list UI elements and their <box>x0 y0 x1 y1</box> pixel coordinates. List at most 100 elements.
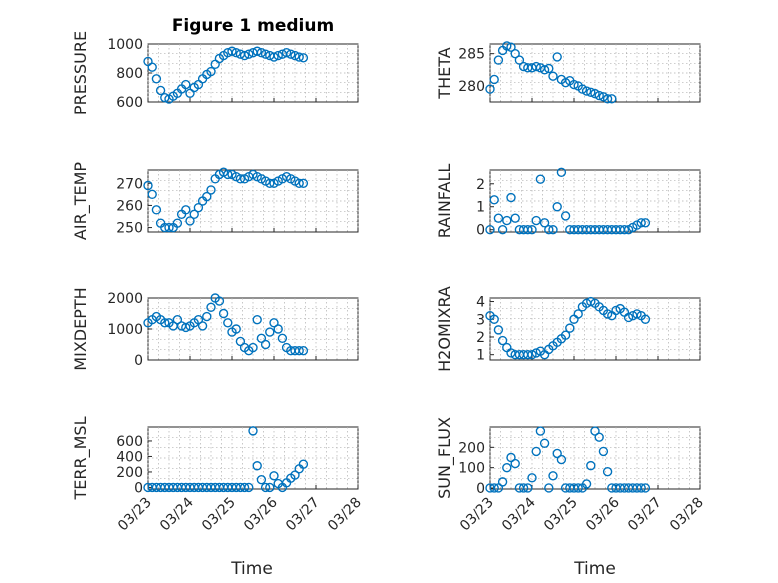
data-point <box>185 216 195 226</box>
data-point <box>531 215 541 226</box>
data-point <box>493 213 504 223</box>
data-point <box>602 309 613 319</box>
y-tick-label: 3 <box>476 312 485 328</box>
data-point <box>294 346 304 356</box>
data-point <box>531 61 541 72</box>
data-point <box>523 225 533 235</box>
data-point <box>640 218 651 228</box>
data-point <box>565 323 575 333</box>
data-point <box>539 65 550 75</box>
data-point <box>197 321 208 331</box>
data-point <box>147 189 157 200</box>
data-point <box>147 62 157 72</box>
data-point <box>506 42 516 52</box>
data-point <box>260 339 271 350</box>
data-point <box>573 483 583 493</box>
data-point <box>252 461 262 471</box>
data-point <box>223 318 233 328</box>
x-axis-label-left: Time <box>230 559 273 579</box>
panel-mixdepth: 0 1000 2000 MIXDEPTH <box>71 287 359 371</box>
data-point <box>227 46 237 56</box>
x-tick-label: 03/25 <box>199 495 239 535</box>
data-point <box>151 74 162 84</box>
data-point <box>252 315 262 325</box>
data-point <box>586 460 596 471</box>
data-point <box>294 178 304 188</box>
y-tick-label: 1000 <box>107 37 143 53</box>
data-point <box>160 318 170 328</box>
data-point <box>193 315 204 325</box>
data-point <box>269 52 279 62</box>
data-point <box>539 438 550 448</box>
data-point <box>560 330 571 340</box>
y-tick-label: 600 <box>116 95 143 111</box>
x-tick-label: 03/26 <box>583 494 623 534</box>
data-point <box>235 336 246 347</box>
y-tick-label: 1 <box>476 348 485 364</box>
data-point <box>172 315 183 325</box>
data-point <box>273 50 283 61</box>
data-point <box>252 46 262 56</box>
y-tick-label: 0 <box>134 480 143 496</box>
data-point <box>586 87 596 98</box>
data-point <box>531 348 541 358</box>
data-point <box>298 178 309 188</box>
data-point <box>239 482 250 493</box>
data-point <box>231 324 241 334</box>
data-point <box>181 79 191 90</box>
x-tick-label: 03/27 <box>625 495 665 535</box>
data-point <box>510 458 520 469</box>
data-point <box>214 296 225 306</box>
y-tick-label: 600 <box>116 434 143 450</box>
data-point <box>493 325 504 335</box>
data-point <box>181 322 191 333</box>
data-point <box>632 309 642 319</box>
data-point <box>223 169 233 180</box>
data-point <box>489 314 499 324</box>
data-point <box>544 225 554 235</box>
data-point <box>164 222 174 233</box>
data-point <box>569 79 579 90</box>
y-axis-label: SUN_FLUX <box>435 417 455 499</box>
data-point <box>298 53 309 63</box>
data-point <box>598 446 609 457</box>
data-point <box>560 211 571 221</box>
data-point <box>594 90 604 101</box>
data-point <box>202 191 212 202</box>
figure-title: Figure 1 medium <box>172 16 334 36</box>
data-point <box>531 446 541 457</box>
x-tick-label: 03/27 <box>283 495 323 535</box>
data-point <box>602 467 613 477</box>
x-axis-label-right: Time <box>573 559 616 579</box>
y-tick-label: 270 <box>116 176 143 192</box>
data-point <box>265 482 275 493</box>
data-point <box>502 462 512 473</box>
data-point <box>218 308 229 319</box>
data-point <box>265 327 275 337</box>
y-axis-label: TERR_MSL <box>71 416 91 500</box>
data-point <box>619 225 630 235</box>
data-point <box>535 174 546 184</box>
data-point <box>556 167 567 177</box>
data-point <box>189 209 199 219</box>
data-point <box>527 349 537 360</box>
panel-air_temp: 250 260 270 AIR_TEMP <box>71 162 359 240</box>
data-point <box>602 94 613 104</box>
data-point <box>636 218 646 228</box>
data-point <box>502 41 512 51</box>
y-tick-label: 250 <box>116 221 143 237</box>
data-point <box>502 215 512 226</box>
data-point <box>485 225 495 235</box>
y-tick-label: 1000 <box>107 322 143 338</box>
data-point <box>640 483 651 493</box>
data-point <box>506 348 516 358</box>
data-point <box>298 346 309 356</box>
data-point <box>581 86 592 96</box>
data-point <box>544 483 554 493</box>
data-point <box>206 302 216 312</box>
data-point <box>640 314 651 324</box>
data-point <box>535 426 546 436</box>
data-point <box>151 205 162 215</box>
